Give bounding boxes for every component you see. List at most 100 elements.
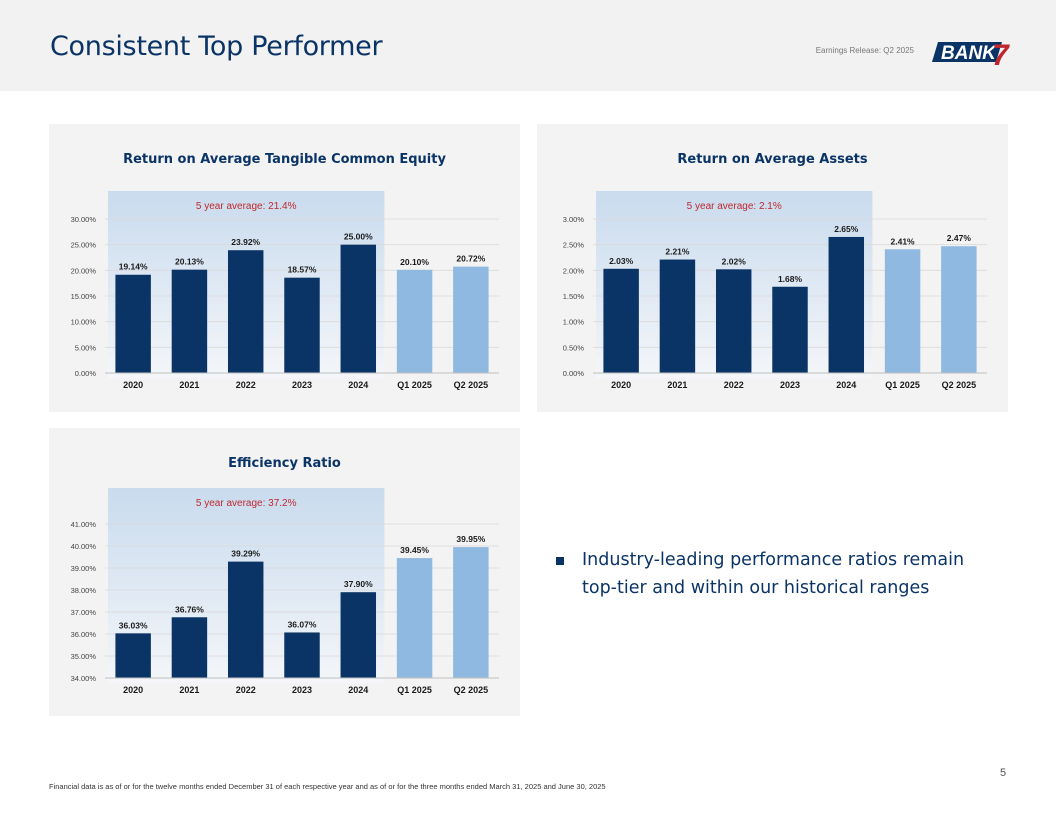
data-label: 2.41% bbox=[891, 236, 916, 246]
data-label: 2.03% bbox=[609, 256, 634, 266]
data-label: 2.47% bbox=[947, 233, 972, 243]
roaa-chart-panel: Return on Average Assets 5 year average: … bbox=[537, 124, 1008, 412]
category-label: 2024 bbox=[836, 380, 856, 390]
category-label: 2023 bbox=[292, 380, 312, 390]
bar-2023 bbox=[772, 286, 808, 373]
category-label: 2022 bbox=[724, 380, 744, 390]
data-label: 25.00% bbox=[344, 232, 373, 242]
bar-q2-2025 bbox=[941, 246, 977, 373]
category-label: 2024 bbox=[348, 380, 368, 390]
category-label: 2021 bbox=[179, 685, 199, 695]
category-label: Q1 2025 bbox=[397, 685, 432, 695]
logo-mark: 7 bbox=[992, 39, 1010, 72]
y-tick-label: 10.00% bbox=[71, 318, 97, 327]
data-label: 23.92% bbox=[231, 237, 260, 247]
bar-2023 bbox=[284, 632, 320, 678]
y-tick-label: 37.00% bbox=[71, 608, 97, 617]
category-label: 2020 bbox=[123, 380, 143, 390]
category-label: Q1 2025 bbox=[397, 380, 432, 390]
y-tick-label: 41.00% bbox=[71, 520, 97, 529]
data-label: 39.95% bbox=[456, 534, 485, 544]
page-number: 5 bbox=[1000, 767, 1007, 779]
bar-q2-2025 bbox=[453, 266, 489, 373]
y-tick-label: 5.00% bbox=[75, 343, 97, 352]
efficiency-chart-panel: Efficiency Ratio 5 year average: 37.2% 34.… bbox=[49, 428, 520, 716]
y-tick-label: 39.00% bbox=[71, 564, 97, 573]
bar-2020 bbox=[115, 274, 151, 373]
y-tick-label: 2.50% bbox=[563, 241, 585, 250]
y-tick-label: 38.00% bbox=[71, 586, 97, 595]
logo-text: BANK bbox=[941, 43, 997, 64]
chart-title: Return on Average Tangible Common Equity bbox=[123, 152, 446, 167]
key-takeaway-text: Industry-leading performance ratios rema… bbox=[582, 550, 965, 598]
header-bar: Consistent Top Performer Earnings Releas… bbox=[0, 0, 1056, 91]
y-tick-label: 0.00% bbox=[75, 369, 97, 378]
data-label: 1.68% bbox=[778, 274, 803, 284]
category-label: 2020 bbox=[611, 380, 631, 390]
data-label: 20.72% bbox=[456, 254, 485, 264]
bar-2024 bbox=[828, 236, 865, 373]
roaa-chart: Return on Average Assets 5 year average: … bbox=[563, 152, 987, 390]
data-label: 2.21% bbox=[665, 247, 690, 257]
category-label: Q2 2025 bbox=[942, 380, 977, 390]
y-tick-label: 40.00% bbox=[71, 542, 97, 551]
category-label: 2022 bbox=[236, 380, 256, 390]
y-tick-label: 35.00% bbox=[71, 652, 97, 661]
earnings-release-label: Earnings Release: Q2 2025 bbox=[815, 46, 914, 55]
bar-2021 bbox=[171, 269, 208, 373]
data-label: 36.76% bbox=[175, 604, 204, 614]
bar-2022 bbox=[227, 250, 264, 373]
page-title: Consistent Top Performer bbox=[50, 31, 383, 62]
bar-2024 bbox=[340, 244, 377, 373]
rotce-chart: Return on Average Tangible Common Equity… bbox=[71, 152, 499, 390]
data-label: 2.02% bbox=[722, 256, 747, 266]
category-label: 2023 bbox=[780, 380, 800, 390]
bar-2022 bbox=[715, 269, 752, 373]
bar-q2-2025 bbox=[453, 547, 489, 678]
category-label: Q2 2025 bbox=[454, 685, 489, 695]
category-label: 2021 bbox=[667, 380, 687, 390]
y-tick-label: 0.00% bbox=[563, 369, 585, 378]
category-label: 2023 bbox=[292, 685, 312, 695]
data-label: 19.14% bbox=[119, 262, 148, 272]
data-label: 2.65% bbox=[834, 224, 859, 234]
data-label: 20.10% bbox=[400, 257, 429, 267]
key-takeaway: Industry-leading performance ratios rema… bbox=[556, 546, 986, 602]
five-year-average-label: 5 year average: 21.4% bbox=[196, 201, 297, 212]
data-label: 36.03% bbox=[119, 620, 148, 630]
bar-q1-2025 bbox=[396, 558, 433, 678]
category-label: 2021 bbox=[179, 380, 199, 390]
category-label: 2024 bbox=[348, 685, 368, 695]
data-label: 20.13% bbox=[175, 257, 204, 267]
bar-q1-2025 bbox=[396, 269, 433, 373]
bar-2023 bbox=[284, 277, 320, 373]
five-year-average-label: 5 year average: 2.1% bbox=[687, 201, 782, 212]
bar-2021 bbox=[659, 259, 696, 373]
bullet-square-icon bbox=[556, 557, 564, 565]
category-label: 2020 bbox=[123, 685, 143, 695]
rotce-chart-panel: Return on Average Tangible Common Equity… bbox=[49, 124, 520, 412]
y-tick-label: 1.00% bbox=[563, 318, 585, 327]
bar-q1-2025 bbox=[884, 249, 921, 373]
y-tick-label: 20.00% bbox=[71, 266, 97, 275]
bar-2021 bbox=[171, 617, 208, 678]
category-label: Q1 2025 bbox=[885, 380, 920, 390]
y-tick-label: 30.00% bbox=[71, 215, 97, 224]
bar-2022 bbox=[227, 561, 264, 678]
category-label: 2022 bbox=[236, 685, 256, 695]
footnote: Financial data is as of or for the twelv… bbox=[49, 782, 606, 791]
data-label: 39.29% bbox=[231, 549, 260, 559]
chart-title: Efficiency Ratio bbox=[228, 456, 341, 471]
y-tick-label: 3.00% bbox=[563, 215, 585, 224]
data-label: 37.90% bbox=[344, 579, 373, 589]
y-tick-label: 15.00% bbox=[71, 292, 97, 301]
data-label: 36.07% bbox=[288, 619, 317, 629]
five-year-average-label: 5 year average: 37.2% bbox=[196, 498, 297, 509]
bar-2024 bbox=[340, 592, 377, 678]
bank7-logo: BANK 7 bbox=[932, 39, 1010, 72]
y-tick-label: 0.50% bbox=[563, 343, 585, 352]
y-tick-label: 36.00% bbox=[71, 630, 97, 639]
y-tick-label: 34.00% bbox=[71, 674, 97, 683]
data-label: 39.45% bbox=[400, 545, 429, 555]
efficiency-chart: Efficiency Ratio 5 year average: 37.2% 34.… bbox=[71, 456, 499, 695]
